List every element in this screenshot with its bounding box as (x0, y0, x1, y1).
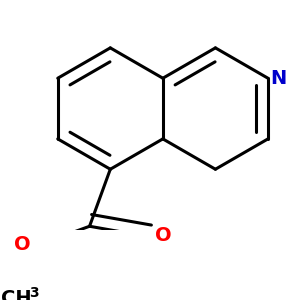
Text: CH: CH (1, 289, 31, 300)
Text: 3: 3 (29, 286, 38, 300)
Text: O: O (155, 226, 171, 245)
Text: O: O (14, 236, 30, 254)
Text: N: N (270, 69, 286, 88)
